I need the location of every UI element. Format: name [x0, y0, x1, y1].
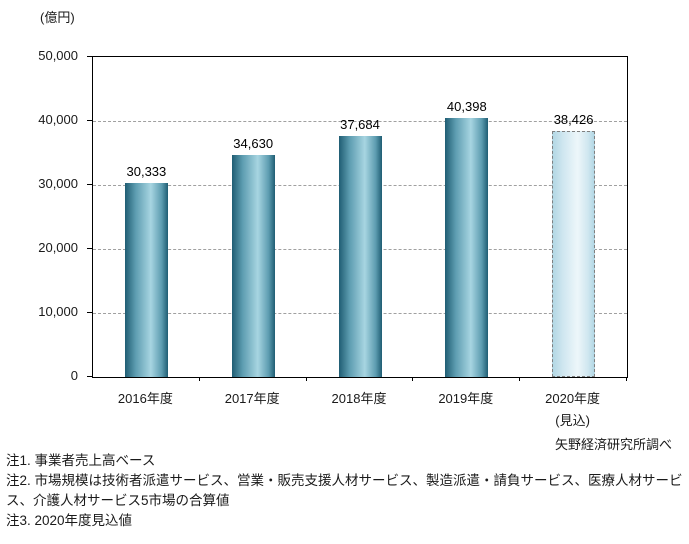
value-label-2016年度: 30,333 — [126, 163, 167, 179]
x-axis-tick — [305, 377, 307, 381]
bar-2017年度 — [231, 155, 275, 377]
value-label-2017年度: 34,630 — [233, 136, 274, 152]
y-axis-label-20000: 20,000 — [38, 240, 78, 255]
y-axis-label-40000: 40,000 — [38, 112, 78, 127]
footnote-1: 注1. 事業者売上高ベース — [6, 453, 156, 468]
bar-2019年度 — [445, 118, 489, 377]
y-axis-tick — [87, 312, 92, 313]
x-axis-tick — [626, 377, 627, 381]
value-label-2020年度: 38,426 — [553, 112, 594, 128]
x-axis-label-2017年度: 2017年度 — [224, 391, 280, 406]
footnote-3: 注3. 2020年度見込値 — [6, 513, 133, 528]
y-axis-label-50000: 50,000 — [38, 48, 78, 63]
x-axis-label-2020年度: 2020年度 — [545, 391, 601, 406]
gridline-40000 — [93, 121, 627, 122]
plot-area: 30,333 34,630 37,684 40,398 38,426 — [92, 56, 628, 378]
footnote-2: 注2. 市場規模は技術者派遣サービス、営業・販売支援人材サービス、製造派遣・請負… — [6, 473, 683, 508]
x-axis-label-2018年度: 2018年度 — [331, 391, 387, 406]
bar-2018年度 — [338, 135, 382, 377]
y-axis-label-10000: 10,000 — [38, 304, 78, 319]
x-axis-tick — [198, 377, 200, 381]
value-label-2019年度: 40,398 — [446, 99, 487, 115]
y-axis-tick — [87, 120, 92, 121]
x-axis-label-2019年度: 2019年度 — [438, 391, 494, 406]
source-note: 矢野経済研究所調べ — [554, 437, 672, 452]
y-axis-label-0: 0 — [70, 368, 78, 383]
y-axis-tick — [87, 376, 92, 377]
y-axis-unit-label: (億円) — [40, 10, 75, 25]
footnotes: 注1. 事業者売上高ベース 注2. 市場規模は技術者派遣サービス、営業・販売支援… — [6, 451, 686, 531]
x-axis-label-2016年度: 2016年度 — [117, 391, 173, 406]
x-axis-tick — [412, 377, 414, 381]
y-axis-tick — [87, 184, 92, 185]
y-axis-label-30000: 30,000 — [38, 176, 78, 191]
y-axis-tick — [87, 56, 92, 57]
x-axis-sublabel-2020年度: (見込) — [555, 413, 590, 428]
y-axis-tick — [87, 248, 92, 249]
bar-2020年度 — [552, 131, 596, 377]
x-axis-tick — [519, 377, 521, 381]
value-label-2018年度: 37,684 — [340, 116, 380, 132]
bar-2016年度 — [124, 182, 168, 377]
